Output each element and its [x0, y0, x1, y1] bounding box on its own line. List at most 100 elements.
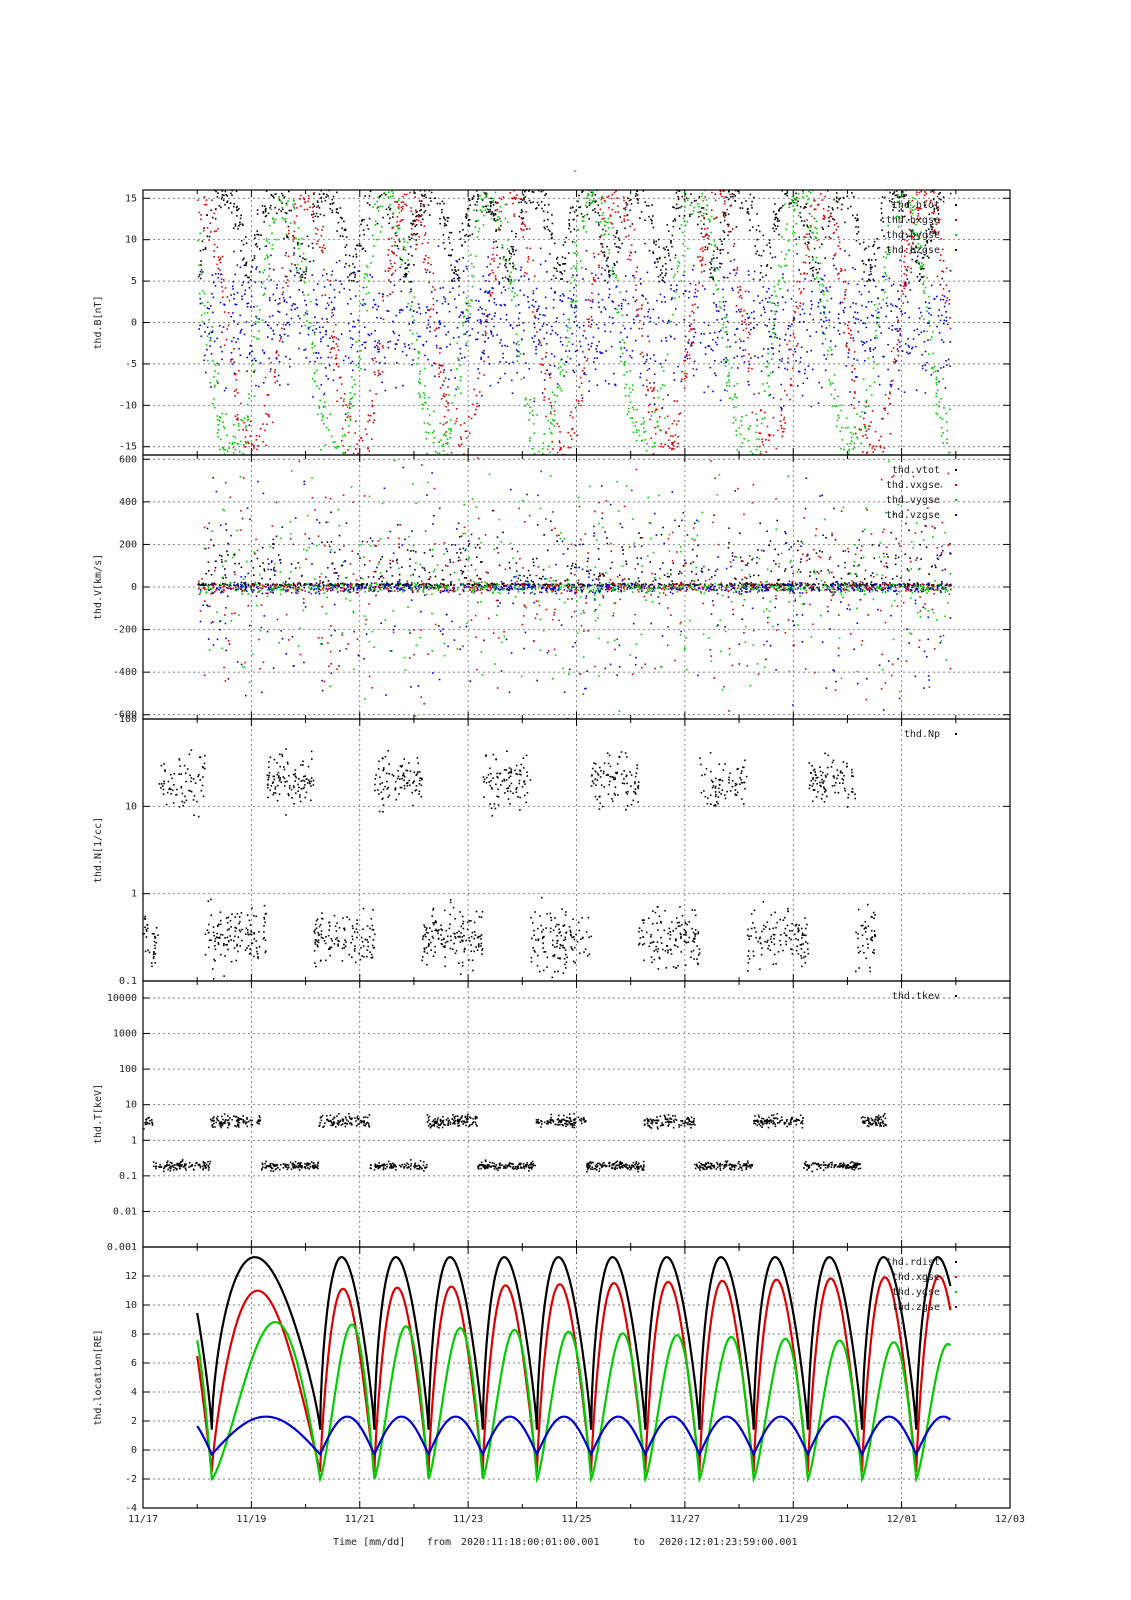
data-point	[533, 397, 536, 400]
data-point	[392, 272, 394, 275]
data-point	[603, 306, 606, 309]
data-point	[444, 422, 447, 425]
data-point	[873, 253, 876, 255]
data-point	[495, 303, 498, 306]
data-point	[833, 224, 836, 226]
data-point	[538, 456, 540, 458]
data-point	[735, 397, 738, 399]
data-point	[469, 204, 471, 206]
data-point	[765, 274, 767, 277]
data-point	[210, 339, 212, 341]
data-point	[328, 364, 331, 367]
data-point	[322, 415, 324, 417]
data-point	[447, 386, 449, 388]
data-point	[705, 199, 708, 201]
data-point	[775, 310, 778, 313]
data-point	[863, 423, 866, 426]
data-point	[630, 251, 633, 254]
data-point	[673, 448, 675, 450]
data-point	[900, 208, 903, 210]
data-point	[559, 447, 562, 450]
data-point	[497, 202, 499, 204]
data-point	[870, 273, 872, 275]
data-point	[522, 217, 525, 219]
data-point	[940, 435, 943, 437]
data-point	[936, 207, 938, 210]
data-point	[313, 205, 316, 207]
data-point	[936, 195, 939, 198]
data-point	[368, 204, 371, 206]
data-point	[601, 218, 604, 220]
y-tick-label: -15	[119, 442, 137, 453]
data-point	[816, 239, 819, 242]
data-point	[666, 224, 669, 226]
data-point	[453, 280, 456, 282]
data-point	[603, 234, 606, 236]
data-point	[466, 309, 469, 312]
data-point	[815, 220, 818, 223]
data-point	[594, 368, 597, 370]
data-point	[402, 201, 405, 203]
data-point	[442, 450, 445, 452]
data-point	[647, 411, 650, 413]
data-point	[772, 327, 775, 330]
data-point	[377, 370, 380, 372]
data-point	[410, 281, 413, 283]
data-point	[450, 264, 452, 267]
data-point	[332, 379, 335, 382]
data-point	[257, 445, 259, 447]
data-point	[312, 213, 315, 215]
data-point	[781, 190, 783, 192]
data-point	[837, 236, 840, 238]
data-point	[894, 305, 897, 307]
data-point	[406, 306, 408, 308]
data-point	[652, 215, 654, 217]
data-point	[233, 424, 235, 426]
data-point	[594, 201, 597, 203]
panels: -15-10-5051015thd.B[nT]thd.btotthd.bxgse…	[93, 189, 1025, 1525]
data-point	[620, 305, 623, 307]
data-point	[609, 214, 612, 216]
data-point	[425, 340, 428, 343]
data-point	[704, 346, 707, 349]
data-point	[809, 205, 812, 208]
data-point	[236, 413, 239, 416]
data-point	[280, 210, 282, 212]
data-point	[492, 247, 495, 249]
data-point	[330, 356, 333, 359]
data-point	[415, 239, 417, 241]
data-point	[485, 192, 488, 195]
data-point	[219, 261, 222, 264]
data-point	[915, 389, 918, 392]
data-point	[364, 250, 367, 252]
data-point	[373, 245, 375, 247]
data-point	[442, 423, 445, 426]
data-point	[313, 192, 315, 194]
data-point	[767, 385, 770, 388]
data-point	[422, 404, 425, 406]
data-point	[629, 209, 631, 212]
data-point	[837, 317, 840, 320]
data-point	[394, 200, 396, 203]
data-point	[493, 260, 495, 262]
data-point	[588, 190, 590, 192]
data-point	[724, 196, 726, 198]
data-point	[600, 273, 603, 276]
data-point	[880, 212, 883, 214]
data-point	[914, 208, 916, 211]
data-point	[910, 271, 912, 274]
data-point	[573, 286, 575, 289]
data-point	[577, 200, 579, 203]
data-point	[881, 229, 883, 232]
data-point	[588, 325, 590, 327]
data-point	[819, 277, 822, 280]
data-point	[774, 318, 777, 320]
data-point	[429, 197, 432, 199]
data-point	[664, 262, 667, 265]
data-point	[735, 419, 737, 421]
data-point	[553, 419, 556, 422]
data-point	[359, 358, 362, 360]
data-point	[639, 278, 642, 280]
data-point	[878, 326, 881, 328]
data-point	[459, 352, 462, 355]
